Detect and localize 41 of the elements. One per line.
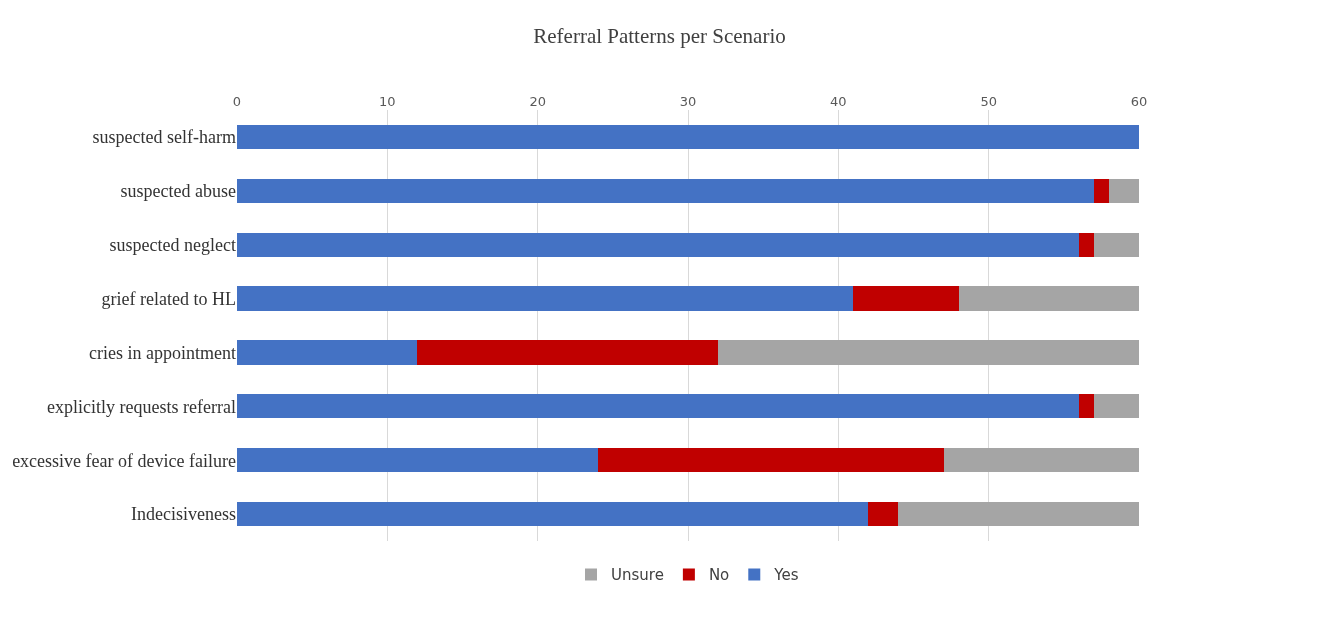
bar <box>1093 394 1139 419</box>
bar <box>1093 178 1109 203</box>
bar <box>237 501 869 527</box>
bar <box>853 286 959 311</box>
legend-label: Unsure <box>611 566 664 585</box>
bar <box>718 340 1139 365</box>
bar <box>237 394 1079 419</box>
x-tick-label: 40 <box>830 94 847 110</box>
y-tick-label: grief related to HL <box>101 288 236 309</box>
bar <box>597 448 944 473</box>
x-tick-label: 30 <box>679 94 697 110</box>
x-tick-label: 50 <box>980 94 997 110</box>
bar <box>1108 178 1139 203</box>
bar <box>417 340 719 365</box>
bar <box>868 501 899 527</box>
x-tick-label: 20 <box>529 94 546 110</box>
bar <box>237 448 598 473</box>
bar <box>1093 232 1139 257</box>
y-tick-label: Indecisiveness <box>131 504 236 525</box>
bar <box>237 124 1139 150</box>
x-tick-label: 60 <box>1130 94 1148 110</box>
y-tick-label: excessive fear of device failure <box>12 450 236 471</box>
x-tick-label: 0 <box>232 94 242 110</box>
bar <box>1078 232 1094 257</box>
bar <box>237 286 854 311</box>
x-tick-label: 10 <box>379 94 396 110</box>
y-tick-label: suspected abuse <box>120 181 236 202</box>
legend-label: Yes <box>773 566 799 585</box>
bar <box>237 178 1094 203</box>
y-tick-label: explicitly requests referral <box>47 396 236 417</box>
bar <box>1078 394 1094 419</box>
y-tick-label: cries in appointment <box>89 342 236 363</box>
bar <box>958 286 1139 311</box>
legend-label: No <box>708 566 730 585</box>
bar <box>898 501 1139 527</box>
y-tick-label: suspected self-harm <box>92 127 236 148</box>
bar <box>943 448 1139 473</box>
bar <box>237 340 418 365</box>
chart-title: Referral Patterns per Scenario <box>533 24 786 49</box>
bar <box>237 232 1079 257</box>
y-tick-label: suspected neglect <box>109 234 236 255</box>
